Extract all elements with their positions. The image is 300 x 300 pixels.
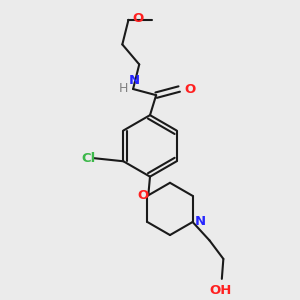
- Text: O: O: [184, 82, 195, 95]
- Text: H: H: [119, 82, 129, 94]
- Text: Cl: Cl: [81, 152, 95, 165]
- Text: N: N: [128, 74, 140, 87]
- Text: N: N: [195, 214, 206, 228]
- Text: O: O: [137, 189, 148, 202]
- Text: O: O: [132, 12, 143, 25]
- Text: OH: OH: [209, 284, 232, 297]
